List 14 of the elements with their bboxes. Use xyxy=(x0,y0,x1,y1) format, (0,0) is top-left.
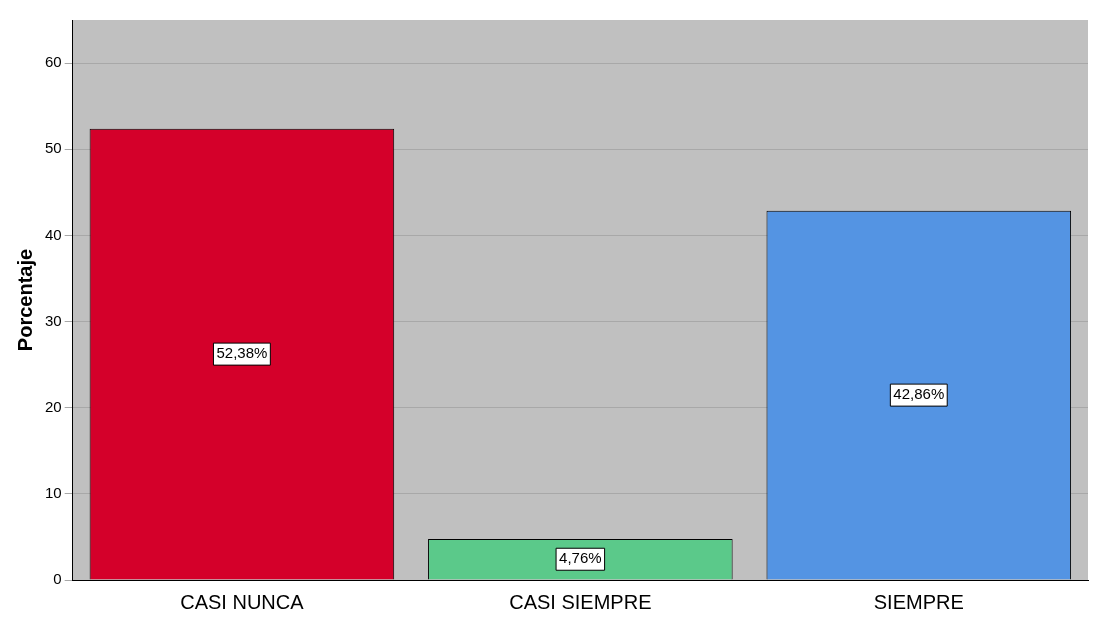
data-label: 52,38% xyxy=(216,344,268,362)
y-tick-label: 10 xyxy=(45,483,62,501)
x-tick-label: CASI SIEMPRE xyxy=(509,590,652,613)
data-label: 42,86% xyxy=(893,385,945,403)
y-tick-label: 40 xyxy=(45,225,62,243)
y-tick-label: 20 xyxy=(45,397,62,415)
data-label: 4,76% xyxy=(559,549,602,567)
y-tick-label: 0 xyxy=(53,570,62,588)
x-tick-label: SIEMPRE xyxy=(873,590,964,613)
y-tick-label: 30 xyxy=(45,311,62,329)
y-tick-label: 60 xyxy=(45,53,62,71)
y-tick-label: 50 xyxy=(45,139,62,157)
x-tick-label: CASI NUNCA xyxy=(180,590,305,613)
y-axis-title: Porcentaje xyxy=(13,248,36,352)
